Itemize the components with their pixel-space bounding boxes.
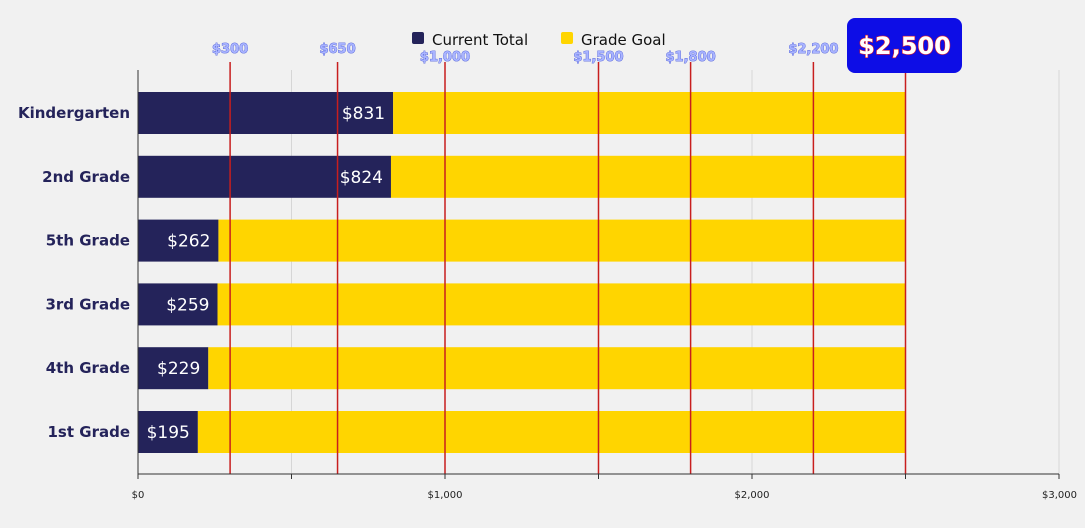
legend: Current Total Grade Goal: [412, 31, 666, 49]
x-tick-label: $2,000: [735, 490, 770, 501]
value-label: $229: [157, 359, 200, 379]
legend-swatch: [412, 32, 424, 44]
x-tick-label: $3,000: [1042, 490, 1077, 501]
current-total-bar: [138, 92, 394, 134]
legend-swatch: [561, 32, 573, 44]
milestone-label: $300: [212, 42, 248, 57]
grade-goal-bar: [393, 92, 906, 134]
value-label: $259: [166, 295, 209, 315]
axis-layer: $0 $1,000 $2,000 $3,000: [132, 70, 1077, 501]
grade-goal-bar: [218, 219, 906, 262]
category-label: 4th Grade: [46, 359, 130, 377]
current-total-bar: [138, 411, 198, 453]
grade-goal-bar: [217, 283, 906, 326]
current-total-bar: [138, 347, 209, 390]
milestone-label: $1,500: [573, 50, 623, 65]
value-label: $831: [342, 104, 385, 124]
x-tick-label: $1,000: [428, 490, 463, 501]
value-label: $195: [147, 423, 190, 443]
current-total-bar: [138, 283, 218, 326]
value-label: $262: [167, 232, 210, 252]
grade-goal-bar: [390, 155, 906, 198]
grade-goal-bar: [208, 347, 906, 390]
legend-label: Current Total: [432, 31, 528, 49]
category-label: 3rd Grade: [45, 295, 130, 313]
goal-highlight-box: [847, 18, 962, 73]
milestone-layer: $300 $650 $1,000 $1,500 $1,800 $2,200 $2,500: [212, 18, 962, 474]
milestone-label: $2,200: [788, 42, 838, 57]
category-label: 2nd Grade: [42, 168, 130, 186]
milestone-label: $1,800: [666, 50, 716, 65]
milestone-label: $650: [319, 42, 355, 57]
goal-highlight-label: $2,500: [858, 32, 951, 60]
current-total-bar: [138, 155, 391, 198]
category-label: 1st Grade: [48, 423, 131, 441]
category-label: Kindergarten: [18, 104, 130, 122]
legend-label: Grade Goal: [581, 31, 666, 49]
value-label: $824: [340, 168, 383, 188]
milestone-label: $1,000: [420, 50, 470, 65]
bar-layer: Kindergarten $831 2nd Grade $824 5th Grade $2…: [18, 92, 906, 453]
category-label: 5th Grade: [46, 232, 130, 250]
grade-goal-bar: [197, 411, 906, 453]
current-total-bar: [138, 219, 219, 262]
x-tick-label: $0: [132, 490, 145, 501]
